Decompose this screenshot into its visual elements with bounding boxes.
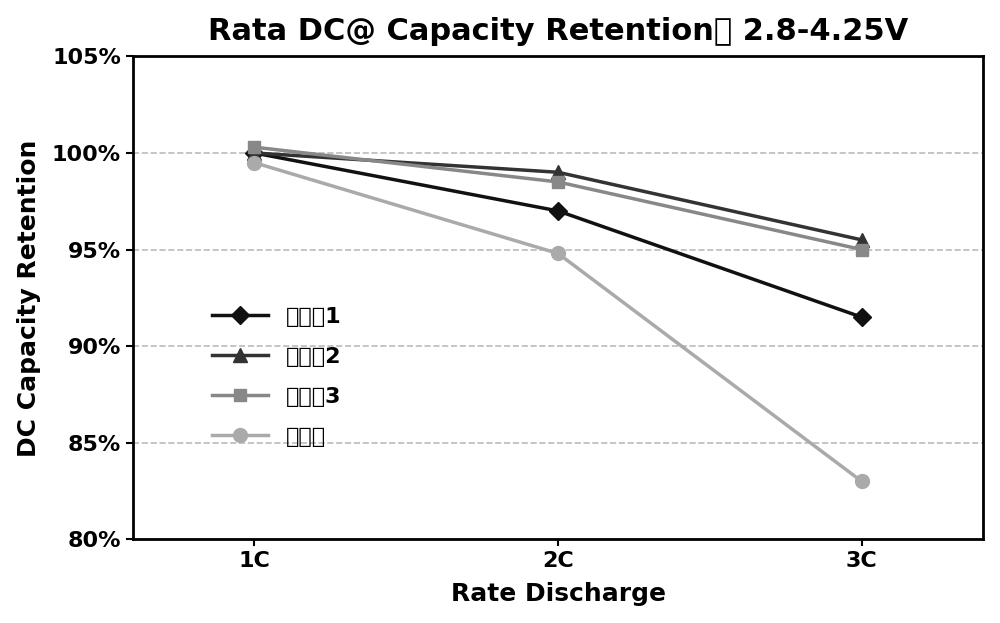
实施入1 (552, 207, 564, 215)
Line: 对比例: 对比例 (247, 156, 869, 488)
对比例 (248, 159, 260, 166)
实施入2 (856, 236, 868, 244)
Line: 实施入2: 实施入2 (247, 146, 869, 247)
Y-axis label: DC Capacity Retention: DC Capacity Retention (17, 139, 41, 457)
对比例 (552, 250, 564, 257)
实施入3 (552, 178, 564, 186)
实施入3 (856, 246, 868, 254)
Line: 实施入3: 实施入3 (248, 141, 868, 256)
Line: 实施入1: 实施入1 (248, 146, 868, 323)
实施入1 (856, 313, 868, 321)
X-axis label: Rate Discharge: Rate Discharge (451, 583, 666, 606)
实施入2 (552, 169, 564, 176)
实施入2 (248, 150, 260, 157)
实施入1 (248, 150, 260, 157)
Legend: 实施入1, 实施入2, 实施入3, 对比例: 实施入1, 实施入2, 实施入3, 对比例 (203, 298, 350, 456)
实施入3 (248, 143, 260, 151)
对比例 (856, 478, 868, 485)
Title: Rata DC@ Capacity Retention， 2.8-4.25V: Rata DC@ Capacity Retention， 2.8-4.25V (208, 17, 908, 45)
